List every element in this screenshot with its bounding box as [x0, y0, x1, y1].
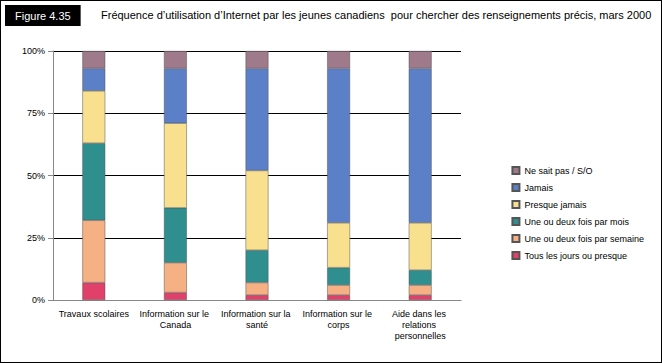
svg-text:75%: 75% — [27, 108, 45, 118]
svg-text:personnelles: personnelles — [395, 331, 447, 341]
svg-text:Information sur le: Information sur le — [303, 309, 375, 319]
svg-text:25%: 25% — [27, 233, 45, 243]
svg-text:Travaux scolaires: Travaux scolaires — [59, 309, 130, 319]
svg-text:Aide dans les: Aide dans les — [392, 309, 449, 319]
svg-text:relations: relations — [402, 320, 439, 330]
svg-text:corps: corps — [328, 320, 351, 330]
svg-text:Une ou deux fois par semaine: Une ou deux fois par semaine — [524, 234, 644, 244]
svg-text:Tous les jours ou presque: Tous les jours ou presque — [524, 251, 627, 261]
svg-text:0%: 0% — [32, 295, 45, 305]
svg-text:Presque jamais: Presque jamais — [524, 200, 587, 210]
svg-text:Information sur le: Information sur le — [139, 309, 211, 319]
svg-text:Fréquence d’utilisation d’Inte: Fréquence d’utilisation d’Internet par l… — [101, 9, 651, 21]
svg-text:50%: 50% — [27, 171, 45, 181]
svg-text:santé: santé — [246, 320, 268, 330]
svg-text:Une ou deux fois par mois: Une ou deux fois par mois — [524, 217, 629, 227]
svg-text:Jamais: Jamais — [524, 183, 553, 193]
svg-text:Canada: Canada — [160, 320, 192, 330]
svg-text:Information sur la: Information sur la — [221, 309, 293, 319]
svg-text:100%: 100% — [22, 46, 45, 56]
svg-text:Figure 4.35: Figure 4.35 — [15, 10, 71, 22]
svg-text:Ne sait pas / S/O: Ne sait pas / S/O — [524, 166, 592, 176]
